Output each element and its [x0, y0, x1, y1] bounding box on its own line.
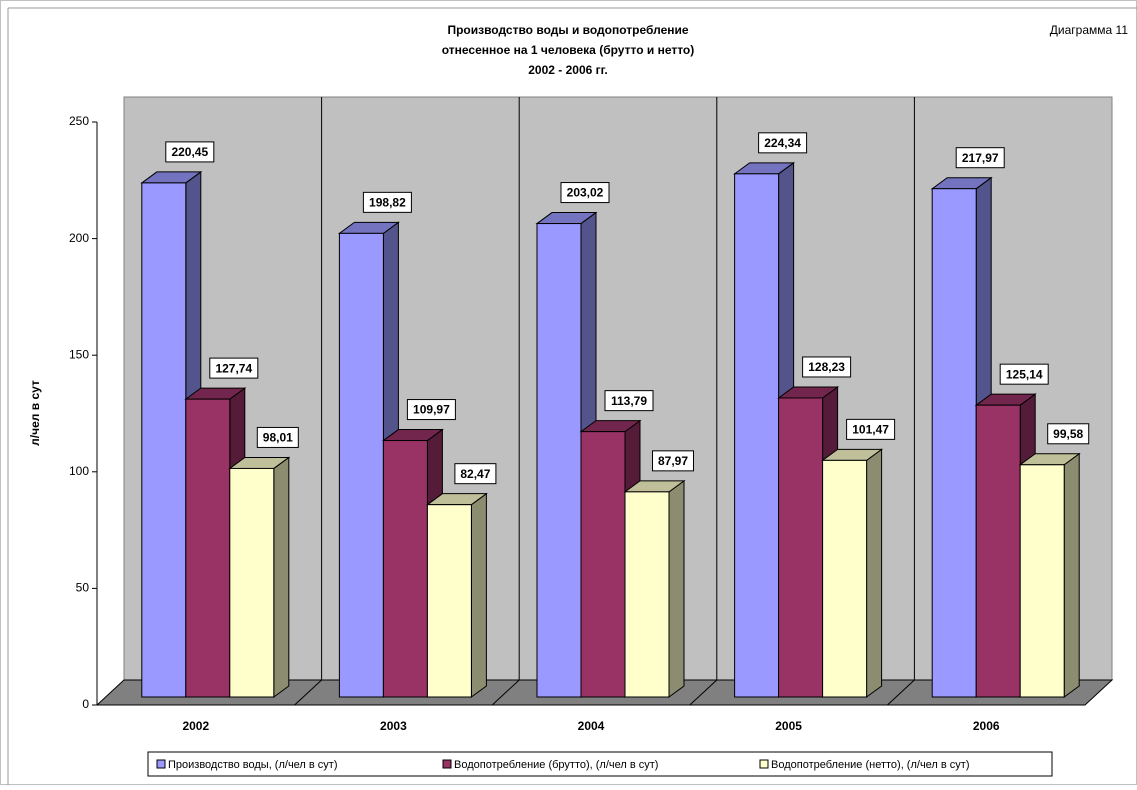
- y-axis-label: л/чел в сут: [28, 380, 42, 446]
- bar: [426, 504, 472, 698]
- y-tick-label: 200: [69, 231, 89, 245]
- chart-period: 2002 - 2006 гг.: [528, 63, 608, 77]
- category-divider: [491, 679, 520, 706]
- value-label-box: [406, 399, 456, 421]
- legend-box: [147, 751, 1053, 777]
- bar: [1019, 464, 1065, 698]
- value-label-box: [955, 147, 1005, 169]
- value-label: 128,23: [802, 356, 852, 378]
- value-label: 98,01: [256, 426, 299, 448]
- x-tick-label: 2004: [578, 719, 605, 733]
- bar: [338, 232, 384, 698]
- category-divider: [689, 679, 718, 706]
- bar: [536, 223, 582, 698]
- legend-label: Производство воды, (л/чел в сут): [168, 759, 338, 771]
- chart-subtitle: отнесенное на 1 человека (брутто и нетто…: [442, 43, 695, 57]
- value-label: 109,97: [406, 399, 456, 421]
- bar: [141, 182, 187, 698]
- value-label-box: [846, 418, 896, 440]
- value-label: 203,02: [560, 182, 610, 204]
- value-label-text: 113,79: [611, 394, 647, 408]
- bar-side: [470, 492, 487, 698]
- value-label-box: [454, 463, 497, 485]
- value-label-text: 82,47: [460, 467, 490, 481]
- bar-side: [668, 479, 685, 698]
- y-tick-label: 0: [82, 697, 89, 711]
- chart-title: Производство воды и водопотребление: [447, 23, 688, 37]
- value-label-text: 198,82: [369, 196, 406, 210]
- value-label: 101,47: [846, 418, 896, 440]
- annotation: Диаграмма 11: [1050, 23, 1129, 37]
- value-label-text: 101,47: [852, 423, 889, 437]
- bar: [382, 440, 428, 698]
- legend-swatch: [156, 759, 166, 769]
- legend-label: Водопотребление (брутто), (л/чел в сут): [454, 759, 658, 771]
- bar-side: [866, 448, 883, 698]
- bar-side: [273, 456, 290, 698]
- value-label-text: 98,01: [263, 431, 293, 445]
- value-label-text: 224,34: [764, 136, 801, 150]
- bar: [975, 404, 1021, 698]
- value-label-text: 220,45: [171, 145, 208, 159]
- value-label: 127,74: [209, 357, 259, 379]
- legend-swatch: [759, 759, 769, 769]
- value-label-box: [758, 132, 808, 154]
- value-label: 125,14: [999, 363, 1049, 385]
- value-label: 198,82: [362, 191, 412, 213]
- x-tick-label: 2006: [973, 719, 1000, 733]
- value-label-box: [256, 426, 299, 448]
- y-tick-label: 150: [69, 347, 89, 361]
- value-label-box: [209, 357, 259, 379]
- value-label-box: [999, 363, 1049, 385]
- value-label-text: 128,23: [808, 360, 845, 374]
- value-label: 99,58: [1047, 423, 1090, 445]
- value-label: 82,47: [454, 463, 497, 485]
- bar: [185, 398, 231, 698]
- x-tick-label: 2005: [775, 719, 802, 733]
- value-label: 220,45: [165, 141, 215, 163]
- value-label: 224,34: [758, 132, 808, 154]
- y-tick-label: 250: [69, 114, 89, 128]
- legend-label: Водопотребление (нетто), (л/чел в сут): [771, 759, 970, 771]
- value-label-text: 127,74: [215, 361, 252, 375]
- bar: [580, 431, 626, 698]
- bar-side: [1063, 452, 1080, 698]
- bar: [931, 188, 977, 698]
- bar: [624, 491, 670, 698]
- y-tick-label: 100: [69, 464, 89, 478]
- value-label-box: [604, 390, 654, 412]
- value-label-box: [165, 141, 215, 163]
- bar: [734, 173, 780, 698]
- value-label: 87,97: [652, 450, 694, 472]
- value-label-text: 99,58: [1053, 427, 1083, 441]
- bar: [229, 467, 275, 698]
- value-label-box: [1047, 423, 1090, 445]
- category-divider: [294, 679, 322, 706]
- value-label-text: 125,14: [1006, 367, 1043, 381]
- category-divider: [887, 679, 915, 706]
- value-label-text: 109,97: [413, 403, 450, 417]
- value-label-text: 203,02: [567, 186, 604, 200]
- value-label-box: [362, 191, 412, 213]
- value-label: 217,97: [955, 147, 1005, 169]
- x-tick-label: 2002: [182, 719, 209, 733]
- bar: [822, 459, 868, 698]
- bar: [778, 397, 824, 698]
- legend-swatch: [442, 759, 452, 769]
- value-label: 113,79: [604, 390, 654, 412]
- value-label-text: 87,97: [658, 454, 688, 468]
- x-tick-label: 2003: [380, 719, 407, 733]
- value-label-box: [802, 356, 852, 378]
- value-label-text: 217,97: [962, 151, 999, 165]
- value-label-box: [560, 182, 610, 204]
- y-tick-label: 50: [76, 581, 90, 595]
- value-label-box: [652, 450, 694, 472]
